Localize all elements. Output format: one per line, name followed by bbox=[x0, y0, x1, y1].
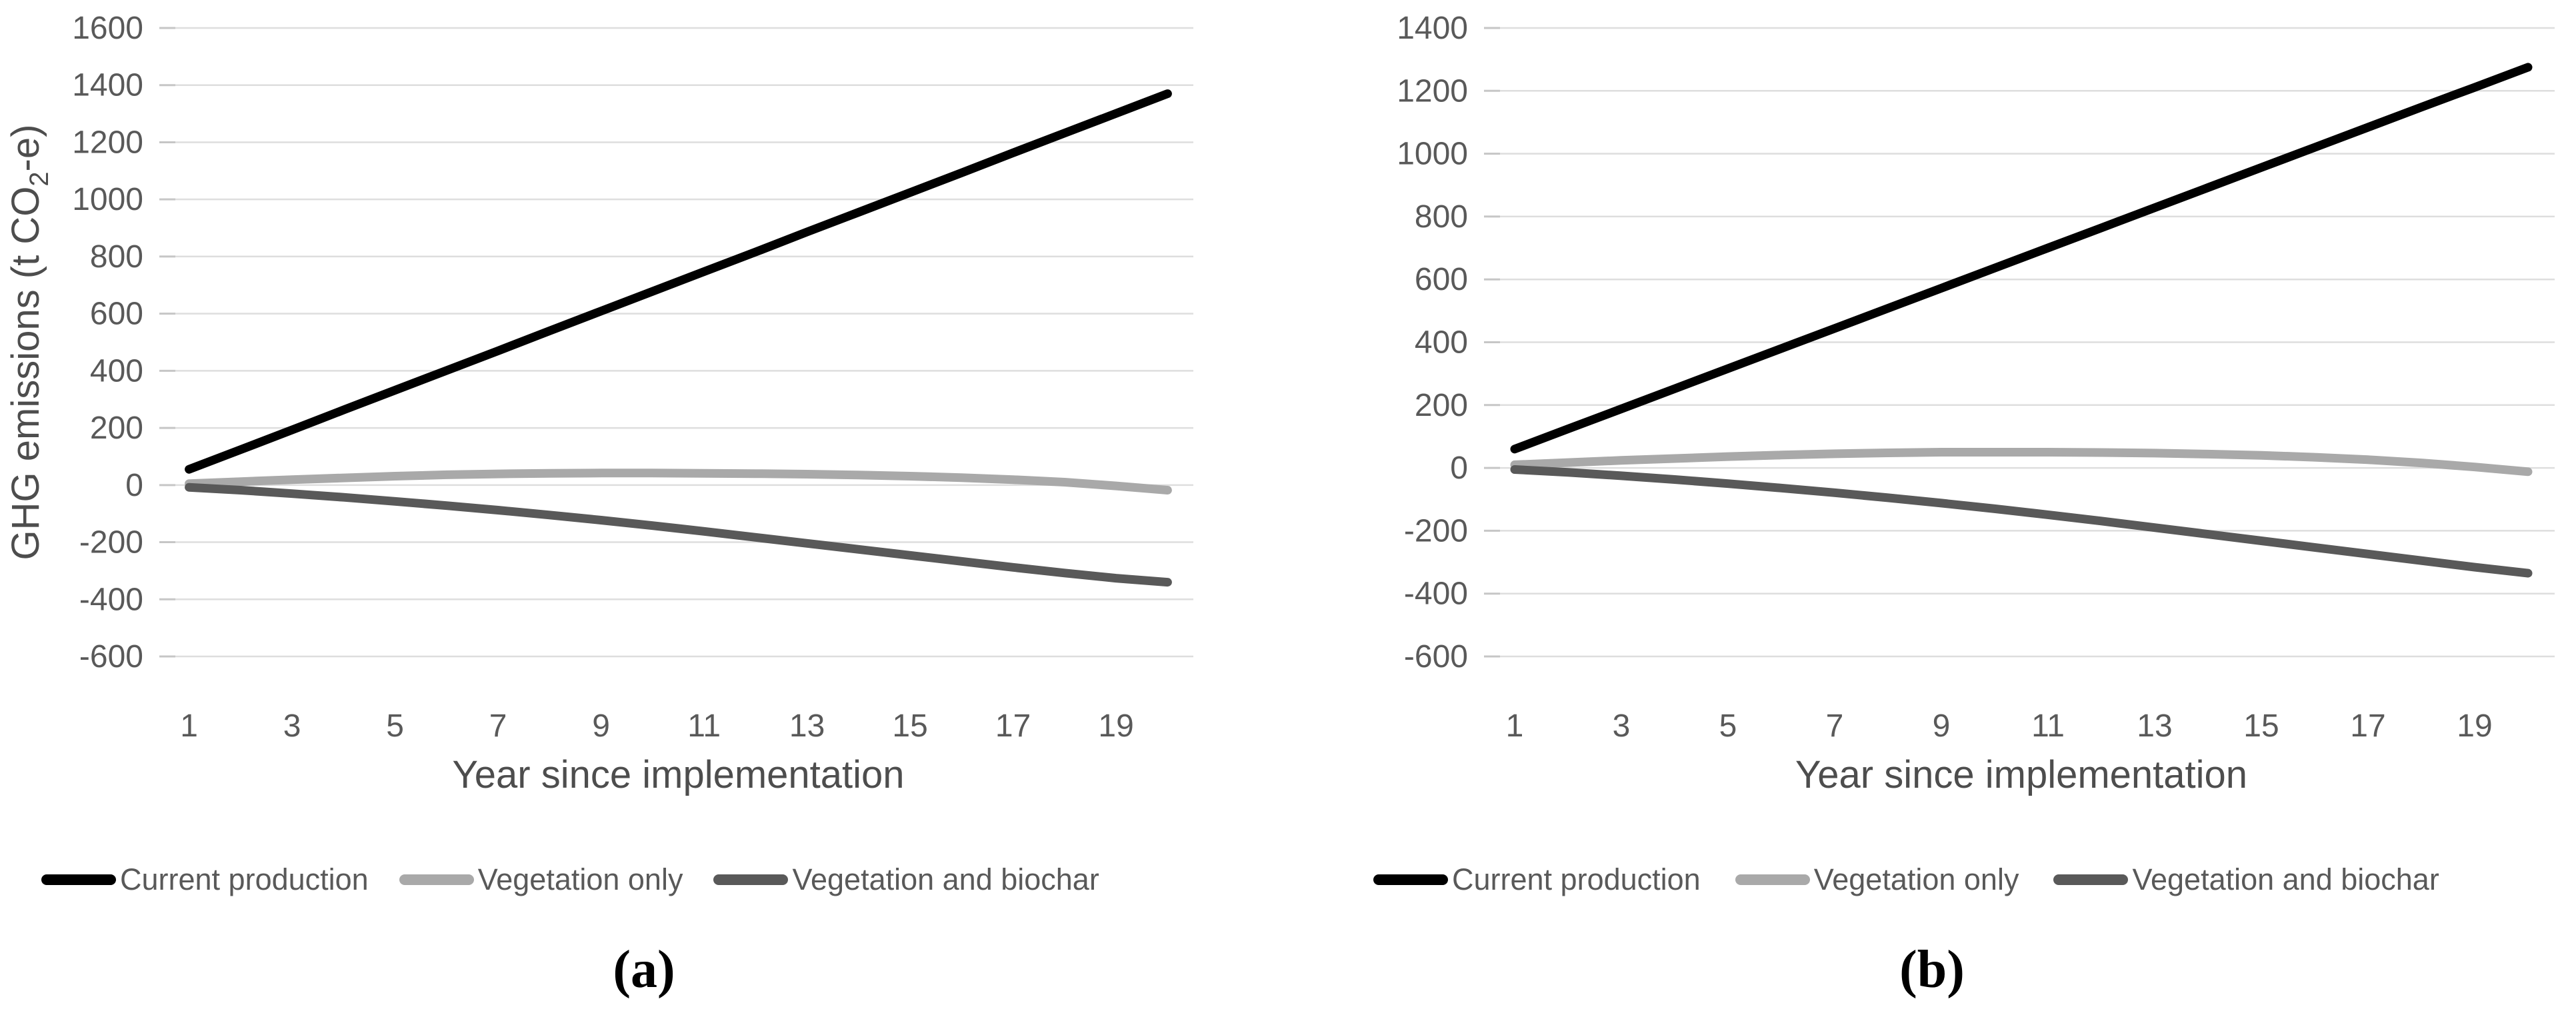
y-tick-label: 200 bbox=[90, 411, 143, 446]
x-tick-label: 9 bbox=[1933, 708, 1951, 744]
legend-label-vegetation-only: Vegetation only bbox=[1813, 862, 2019, 896]
x-tick-label: 7 bbox=[1826, 708, 1844, 744]
legend-a: Current production Vegetation only Veget… bbox=[41, 853, 1288, 906]
y-tick-label: -200 bbox=[1404, 513, 1468, 548]
y-tick-label: -600 bbox=[1404, 639, 1468, 674]
x-tick-label: 17 bbox=[995, 708, 1031, 744]
legend-swatch-vegetation-only-icon bbox=[399, 874, 474, 885]
y-tick-label: 1400 bbox=[72, 68, 143, 103]
x-tick-label: 15 bbox=[892, 708, 927, 744]
legend-label-current-production: Current production bbox=[1452, 862, 1701, 896]
x-tick-label: 17 bbox=[2350, 708, 2385, 744]
y-tick-label: -400 bbox=[79, 582, 143, 617]
chart-a: 1600 1400 1200 1000 800 600 400 200 0 -200 -400 -60… bbox=[4, 11, 1193, 796]
legend-item-current-production: Current production bbox=[41, 862, 369, 897]
x-tick-label: 11 bbox=[687, 708, 721, 744]
x-tick-label: 1 bbox=[1506, 708, 1524, 744]
y-tick-label: 200 bbox=[1415, 388, 1468, 423]
legend-item-vegetation-only: Vegetation only bbox=[399, 862, 683, 897]
y-tick-label: 400 bbox=[90, 353, 143, 389]
x-tick-label: 3 bbox=[1613, 708, 1631, 744]
x-tick-label: 1 bbox=[180, 708, 198, 744]
legend-item-vegetation-and-biochar: Vegetation and biochar bbox=[2053, 862, 2439, 897]
x-tick-label: 9 bbox=[592, 708, 610, 744]
legend-label-current-production: Current production bbox=[120, 862, 369, 896]
panel-b: 1400 1200 1000 800 600 400 200 0 -200 -400 -600 1 3 5… bbox=[1288, 0, 2576, 1025]
legend-swatch-vegetation-only-icon bbox=[1735, 874, 1810, 885]
series-line-vegetation-only bbox=[185, 469, 1172, 495]
caption-panel-a: (a) bbox=[613, 940, 675, 999]
y-tick-label: 600 bbox=[90, 297, 143, 332]
series-line-vegetation-and-biochar bbox=[185, 483, 1172, 587]
legend-b: Current production Vegetation only Veget… bbox=[1373, 853, 2576, 906]
y-tick-label: -400 bbox=[1404, 576, 1468, 612]
y-tick-label: 400 bbox=[1415, 325, 1468, 361]
x-tick-label: 13 bbox=[2137, 708, 2172, 744]
legend-item-vegetation-and-biochar: Vegetation and biochar bbox=[713, 862, 1099, 897]
y-axis-title: GHG emissions (t CO2-e) bbox=[4, 125, 54, 560]
x-tick-label: 5 bbox=[386, 708, 404, 744]
x-tick-label: 7 bbox=[489, 708, 507, 744]
legend-swatch-current-production-icon bbox=[41, 874, 116, 885]
legend-label-vegetation-only: Vegetation only bbox=[477, 862, 683, 896]
legend-swatch-current-production-icon bbox=[1373, 874, 1448, 885]
legend-swatch-vegetation-and-biochar-icon bbox=[713, 874, 789, 885]
x-tick-label: 5 bbox=[1719, 708, 1737, 744]
y-tick-label: 800 bbox=[1415, 199, 1468, 235]
y-tick-label: 1400 bbox=[1397, 11, 1468, 46]
legend-item-vegetation-only: Vegetation only bbox=[1735, 862, 2019, 897]
series-line-vegetation-and-biochar bbox=[1510, 465, 2533, 578]
x-axis-title: Year since implementation bbox=[1795, 753, 2247, 796]
y-tick-label: 1000 bbox=[1397, 137, 1468, 172]
legend-label-vegetation-and-biochar: Vegetation and biochar bbox=[792, 862, 1099, 896]
y-tick-label: 0 bbox=[125, 468, 143, 503]
x-tick-label: 15 bbox=[2243, 708, 2279, 744]
x-tick-label: 19 bbox=[1098, 708, 1133, 744]
legend-item-current-production: Current production bbox=[1373, 862, 1701, 897]
series-line-current-production bbox=[185, 89, 1172, 474]
series-line-vegetation-only bbox=[1510, 448, 2533, 477]
y-tick-label: 0 bbox=[1450, 451, 1468, 486]
y-tick-label: 600 bbox=[1415, 262, 1468, 297]
x-axis-title: Year since implementation bbox=[452, 753, 904, 796]
y-tick-label: -200 bbox=[79, 525, 143, 560]
x-tick-label: 13 bbox=[789, 708, 825, 744]
x-tick-label: 3 bbox=[283, 708, 301, 744]
legend-swatch-vegetation-and-biochar-icon bbox=[2053, 874, 2129, 885]
y-tick-label: 800 bbox=[90, 239, 143, 275]
panel-a: 1600 1400 1200 1000 800 600 400 200 0 -200 -400 -60… bbox=[4, 11, 1288, 999]
y-tick-label: -600 bbox=[79, 639, 143, 674]
x-tick-label: 19 bbox=[2457, 708, 2492, 744]
series-line-current-production bbox=[1510, 63, 2533, 454]
x-tick-label: 11 bbox=[2031, 708, 2065, 744]
y-tick-label: 1200 bbox=[72, 125, 143, 160]
legend-label-vegetation-and-biochar: Vegetation and biochar bbox=[2132, 862, 2439, 896]
caption-panel-b: (b) bbox=[1899, 940, 1965, 999]
y-tick-label: 1000 bbox=[72, 182, 143, 217]
y-tick-label: 1600 bbox=[72, 11, 143, 46]
y-tick-label: 1200 bbox=[1397, 73, 1468, 109]
